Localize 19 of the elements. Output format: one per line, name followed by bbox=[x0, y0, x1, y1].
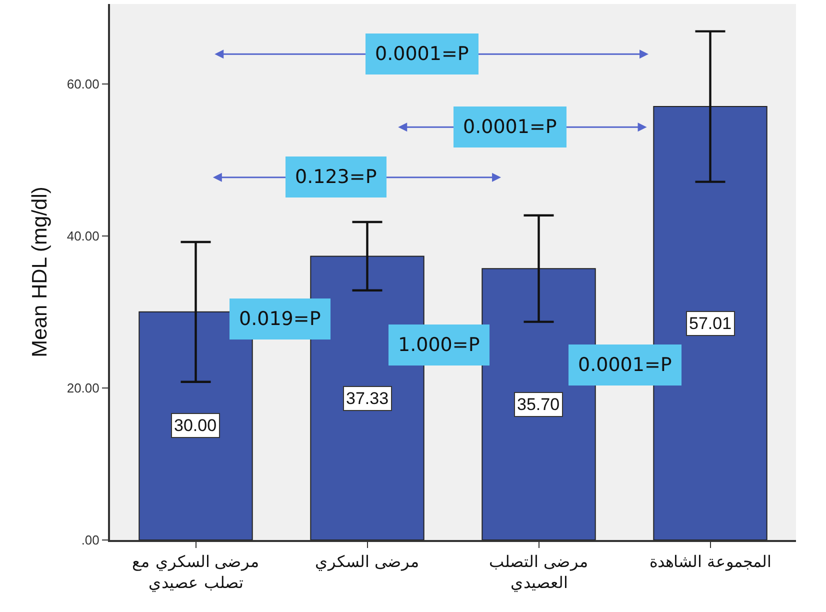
y-axis-title: Mean HDL (mg/dl) bbox=[28, 186, 52, 358]
x-tick-label: مرضى السكري bbox=[315, 552, 420, 572]
y-tick-label: 40.00 bbox=[66, 228, 100, 244]
annotation: 1.000=P bbox=[398, 334, 480, 356]
data-label: 37.33 bbox=[346, 389, 389, 408]
x-tick-label: المجموعة الشاهدة bbox=[650, 552, 771, 572]
annotation: 0.0001=P bbox=[578, 354, 672, 376]
data-label: 57.01 bbox=[689, 314, 732, 333]
data-label: 30.00 bbox=[174, 416, 217, 435]
annotation: 0.019=P bbox=[239, 308, 321, 330]
y-tick-label: 20.00 bbox=[66, 380, 100, 396]
annotation: 0.0001=P bbox=[463, 116, 557, 138]
y-tick-label: .00 bbox=[81, 532, 100, 548]
annotation: 0.0001=P bbox=[375, 43, 469, 65]
data-label: 35.70 bbox=[517, 395, 560, 414]
x-tick-label: مرضى السكري مع تصلب عصيدي bbox=[132, 552, 260, 592]
annotation: 0.123=P bbox=[295, 166, 377, 188]
x-tick-label: مرضى التصلب العصيدي bbox=[489, 552, 588, 592]
y-tick-label: 60.00 bbox=[66, 76, 100, 92]
